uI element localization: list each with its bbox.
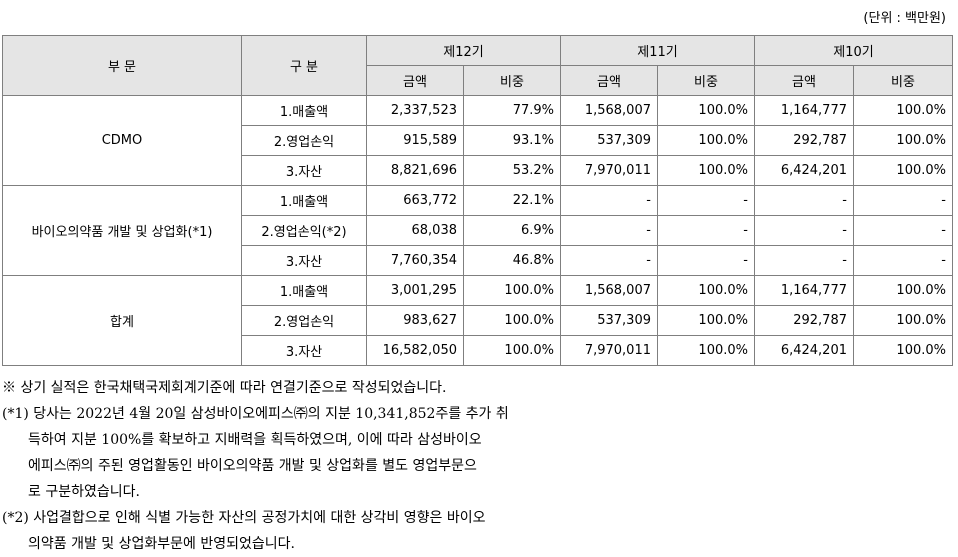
row-label: 3.자산	[241, 245, 367, 276]
amount-cell: 663,772	[366, 185, 464, 216]
ratio-cell: 22.1%	[463, 185, 561, 216]
ratio-cell: 46.8%	[463, 245, 561, 276]
amount-cell: 915,589	[366, 125, 464, 156]
ratio-cell: 100.0%	[463, 335, 561, 366]
row-label: 2.영업손익	[241, 305, 367, 336]
amount-cell: -	[560, 185, 658, 216]
row-label: 1.매출액	[241, 185, 367, 216]
header-period-12: 제12기	[366, 35, 561, 66]
segment-name: CDMO	[2, 95, 242, 186]
row-label: 3.자산	[241, 155, 367, 186]
header-ratio: 비중	[853, 65, 953, 96]
ratio-cell: 100.0%	[657, 125, 755, 156]
ratio-cell: 100.0%	[657, 95, 755, 126]
ratio-cell: 100.0%	[853, 305, 953, 336]
row-label: 3.자산	[241, 335, 367, 366]
amount-cell: -	[560, 215, 658, 246]
footnote-line: (*2) 사업결합으로 인해 식별 가능한 자산의 공정가치에 대한 상각비 영…	[2, 510, 486, 526]
footnote-line: 로 구분하였습니다.	[28, 484, 140, 500]
ratio-cell: -	[853, 245, 953, 276]
header-row-2: 금액 비중 금액 비중 금액 비중	[3, 65, 953, 96]
segment-name: 합계	[2, 275, 242, 366]
amount-cell: -	[754, 185, 854, 216]
header-segment: 부 문	[2, 35, 242, 96]
amount-cell: 1,164,777	[754, 275, 854, 306]
amount-cell: 6,424,201	[754, 335, 854, 366]
amount-cell: 7,760,354	[366, 245, 464, 276]
header-period-10: 제10기	[754, 35, 953, 66]
amount-cell: 292,787	[754, 305, 854, 336]
header-amount: 금액	[366, 65, 464, 96]
table-row: 2.영업손익 915,589 93.1% 537,309 100.0% 292,787 10…	[3, 125, 953, 156]
ratio-cell: 100.0%	[853, 335, 953, 366]
amount-cell: 68,038	[366, 215, 464, 246]
header-category: 구 분	[241, 35, 367, 96]
ratio-cell: -	[657, 185, 755, 216]
ratio-cell: 53.2%	[463, 155, 561, 186]
ratio-cell: 100.0%	[463, 305, 561, 336]
row-label: 2.영업손익	[241, 125, 367, 156]
ratio-cell: 100.0%	[853, 125, 953, 156]
table-row: 2.영업손익 983,627 100.0% 537,309 100.0% 292,787 1…	[3, 305, 953, 336]
amount-cell: 537,309	[560, 305, 658, 336]
ratio-cell: 100.0%	[853, 275, 953, 306]
footnote-line: 득하여 지분 100%를 확보하고 지배력을 획득하였으며, 이에 따라 삼성바…	[28, 432, 482, 448]
ratio-cell: 6.9%	[463, 215, 561, 246]
ratio-cell: -	[853, 185, 953, 216]
ratio-cell: 100.0%	[657, 155, 755, 186]
footnote-line: 에피스㈜의 주된 영업활동인 바이오의약품 개발 및 상업화를 별도 영업부문으	[28, 458, 477, 474]
amount-cell: 983,627	[366, 305, 464, 336]
amount-cell: 537,309	[560, 125, 658, 156]
footnote-line: 의약품 개발 및 상업화부문에 반영되었습니다.	[28, 536, 295, 552]
row-label: 1.매출액	[241, 95, 367, 126]
ratio-cell: 77.9%	[463, 95, 561, 126]
amount-cell: 16,582,050	[366, 335, 464, 366]
header-row-1: 부 문 구 분 제12기 제11기 제10기	[2, 35, 953, 96]
header-amount: 금액	[560, 65, 658, 96]
footnotes: ※ 상기 실적은 한국채택국제회계기준에 따라 연결기준으로 작성되었습니다. (…	[2, 375, 952, 557]
row-label: 1.매출액	[241, 275, 367, 306]
amount-cell: -	[754, 245, 854, 276]
ratio-cell: -	[657, 245, 755, 276]
header-ratio: 비중	[657, 65, 755, 96]
amount-cell: 8,821,696	[366, 155, 464, 186]
table-row: 3.자산 16,582,050 100.0% 7,970,011 100.0% 6,424…	[3, 335, 953, 366]
ratio-cell: -	[853, 215, 953, 246]
amount-cell: -	[560, 245, 658, 276]
unit-label: (단위 : 백만원)	[863, 11, 946, 26]
table-row: 합계 1.매출액 3,001,295 100.0% 1,568,007 100.0% 1,1…	[2, 275, 953, 366]
amount-cell: 2,337,523	[366, 95, 464, 126]
segment-table: 부 문 구 분 제12기 제11기 제10기 금액 비중 금액 비중 금액 비중…	[2, 35, 953, 366]
ratio-cell: 100.0%	[853, 95, 953, 126]
ratio-cell: 93.1%	[463, 125, 561, 156]
amount-cell: 7,970,011	[560, 335, 658, 366]
ratio-cell: 100.0%	[853, 155, 953, 186]
header-amount: 금액	[754, 65, 854, 96]
ratio-cell: 100.0%	[657, 335, 755, 366]
ratio-cell: 100.0%	[657, 305, 755, 336]
segment-name: 바이오의약품 개발 및 상업화(*1)	[2, 185, 242, 276]
table-body: CDMO 1.매출액 2,337,523 77.9% 1,568,007 100.0% 1,…	[2, 95, 953, 366]
amount-cell: 7,970,011	[560, 155, 658, 186]
amount-cell: 1,164,777	[754, 95, 854, 126]
ratio-cell: 100.0%	[463, 275, 561, 306]
header-ratio: 비중	[463, 65, 561, 96]
row-label: 2.영업손익(*2)	[241, 215, 367, 246]
ratio-cell: 100.0%	[657, 275, 755, 306]
ratio-cell: -	[657, 215, 755, 246]
table-row: CDMO 1.매출액 2,337,523 77.9% 1,568,007 100.0% 1,…	[2, 95, 953, 186]
amount-cell: 3,001,295	[366, 275, 464, 306]
table-row: 바이오의약품 개발 및 상업화(*1) 1.매출액 663,772 22.1% - - - -	[2, 185, 953, 276]
amount-cell: 1,568,007	[560, 95, 658, 126]
footnote-line: (*1) 당사는 2022년 4월 20일 삼성바이오에피스㈜의 지분 10,3…	[2, 406, 509, 422]
amount-cell: 6,424,201	[754, 155, 854, 186]
amount-cell: 292,787	[754, 125, 854, 156]
footnote-line: ※ 상기 실적은 한국채택국제회계기준에 따라 연결기준으로 작성되었습니다.	[2, 380, 447, 396]
table-row: 3.자산 7,760,354 46.8% - - - -	[3, 245, 953, 276]
amount-cell: -	[754, 215, 854, 246]
header-period-11: 제11기	[560, 35, 755, 66]
amount-cell: 1,568,007	[560, 275, 658, 306]
table-row: 3.자산 8,821,696 53.2% 7,970,011 100.0% 6,424,2…	[3, 155, 953, 186]
